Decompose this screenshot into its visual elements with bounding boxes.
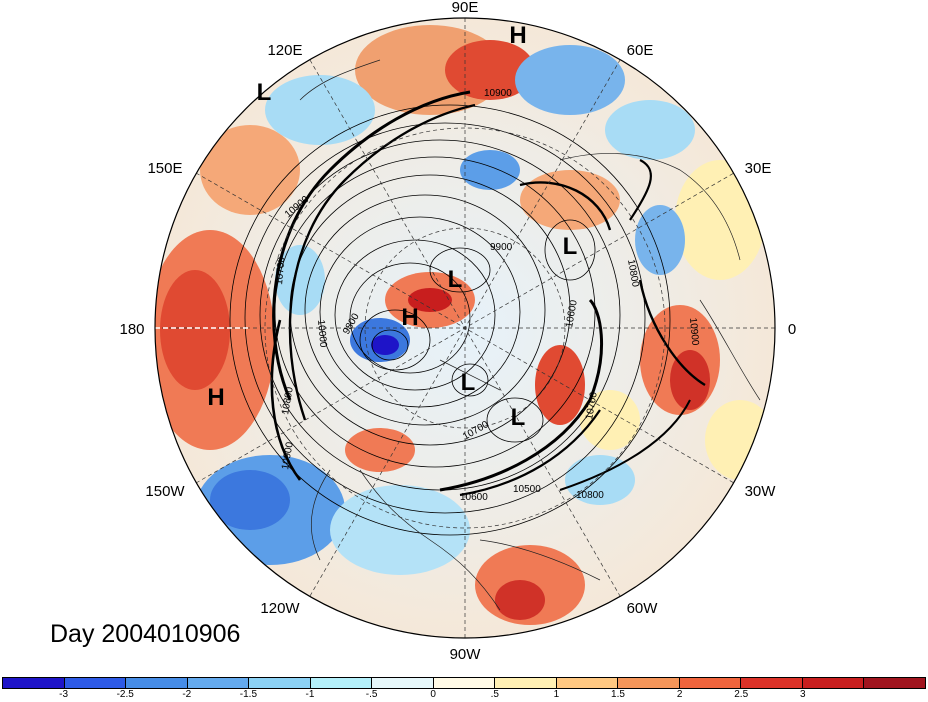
colorbar-swatch — [3, 678, 65, 688]
lon-label-30w: 30W — [745, 483, 777, 500]
colorbar-swatch — [433, 678, 496, 688]
colorbar-tick-label: -1.5 — [239, 689, 258, 700]
colorbar-tick-label: -.5 — [365, 689, 378, 700]
contour-label: 10900 — [280, 441, 296, 471]
pressure-high-top: H — [509, 22, 526, 49]
colorbar-swatch — [679, 678, 742, 688]
lon-label-60e: 60E — [627, 42, 654, 59]
colorbar-tick-label: 2 — [676, 689, 683, 700]
lon-label-90e: 90E — [452, 0, 479, 16]
lon-label-90w: 90W — [450, 646, 482, 663]
colorbar-swatch — [249, 678, 311, 688]
colorbar-swatch — [495, 678, 557, 688]
colorbar-swatch — [741, 678, 803, 688]
colorbar-swatch — [64, 678, 127, 688]
pressure-low-lower-right: L — [511, 404, 526, 431]
colorbar-swatch — [556, 678, 619, 688]
day-label: Day 2004010906 — [50, 620, 241, 648]
colorbar-tick-label: 3 — [800, 689, 806, 700]
map-border — [154, 17, 776, 639]
contour-label: 10700 — [274, 256, 287, 285]
colorbar-swatch — [372, 678, 434, 688]
colorbar-tick-label: -2 — [182, 689, 192, 700]
pressure-low-right: L — [563, 233, 578, 260]
coastlines — [299, 59, 761, 611]
lon-label-120e: 120E — [267, 42, 302, 59]
contour-label: 10900 — [687, 317, 700, 346]
colorbar-tick-label: 1.5 — [611, 689, 625, 700]
colorbar-swatch — [126, 678, 188, 688]
geopotential-contours — [229, 90, 706, 536]
colorbar-tick-label: 2.5 — [734, 689, 749, 700]
colorbar-tick-label: -2.5 — [116, 689, 134, 700]
lon-label-30e: 30E — [745, 160, 772, 177]
contour-label: 10800 — [625, 259, 641, 289]
lon-label-0: 0 — [788, 321, 796, 338]
lon-label-180: 180 — [119, 321, 144, 338]
colorbar-tick-label: 1 — [553, 689, 560, 700]
lon-label-150e: 150E — [147, 160, 182, 177]
colorbar-tick-label: -1 — [305, 689, 315, 700]
pressure-low-upper-left: L — [257, 79, 272, 106]
pressure-low-center: L — [448, 266, 463, 293]
contour-label: 10600 — [564, 299, 580, 329]
contour-label: 10900 — [484, 88, 512, 99]
lon-label-60w: 60W — [627, 600, 659, 617]
colorbar-tick-label: -3 — [59, 689, 69, 700]
lon-label-150w: 150W — [145, 483, 185, 500]
lon-label-120w: 120W — [260, 600, 300, 617]
colorbar-swatch — [802, 678, 865, 688]
contour-label: 10800 — [280, 386, 296, 416]
colorbar-swatch — [187, 678, 250, 688]
contour-label: 9900 — [490, 242, 513, 253]
pressure-high-center: H — [401, 304, 418, 331]
contour-label: 10500 — [513, 484, 541, 495]
colorbar-tick-label: 0 — [430, 689, 436, 700]
contour-label: 10800 — [576, 490, 604, 501]
pressure-high-left: H — [207, 384, 224, 411]
colorbar-swatch — [618, 678, 680, 688]
colorbar-tick-label: .5 — [490, 689, 499, 700]
contour-label: 10700 — [584, 391, 600, 421]
graticule — [155, 18, 775, 638]
contour-label: 10000 — [315, 319, 328, 348]
colorbar-ticks: -3 -2.5 -2 -1.5 -1 -.5 0 .5 1 1.5 2 2.5 3 — [0, 689, 928, 702]
colorbar — [2, 677, 926, 689]
pressure-low-lower-center: L — [461, 369, 476, 396]
colorbar-swatch — [864, 678, 925, 688]
contour-label: 10600 — [460, 492, 488, 503]
colorbar-swatch — [310, 678, 373, 688]
